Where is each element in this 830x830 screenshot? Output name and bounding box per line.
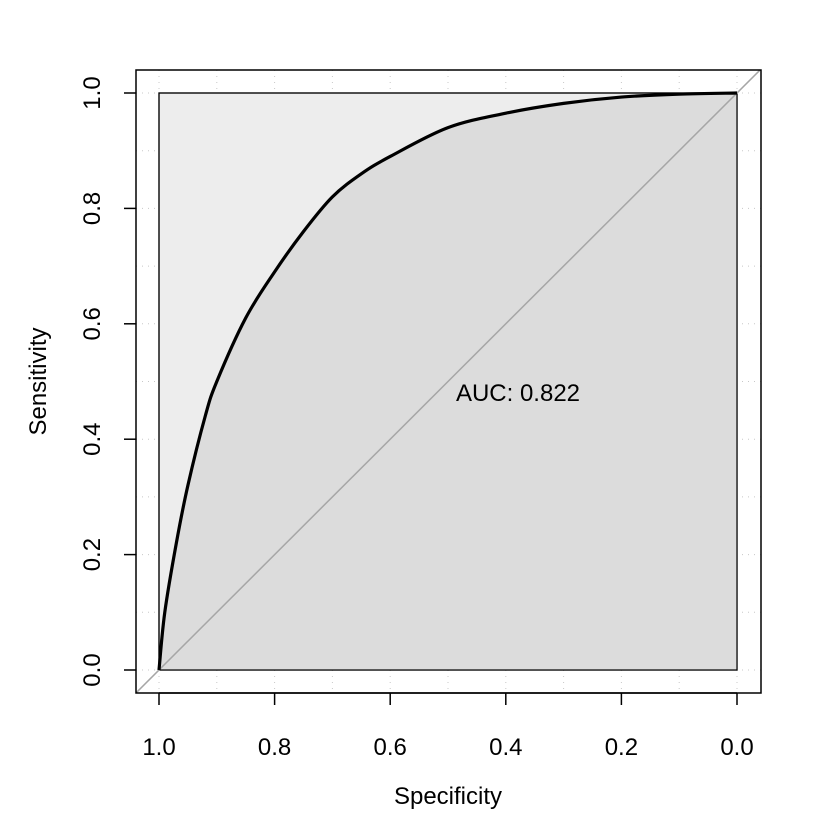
x-tick-label: 0.8 bbox=[258, 734, 291, 761]
roc-curve bbox=[157, 91, 738, 671]
y-tick-label: 0.8 bbox=[79, 192, 106, 225]
x-tick-label: 0.2 bbox=[605, 734, 638, 761]
x-tick-label: 0.6 bbox=[374, 734, 407, 761]
y-axis-title: Sensitivity bbox=[25, 327, 52, 435]
x-tick-label: 0.4 bbox=[489, 734, 522, 761]
auc-square-outline bbox=[158, 92, 738, 671]
y-tick-label: 0.4 bbox=[79, 423, 106, 456]
x-tick-label: 1.0 bbox=[142, 734, 175, 761]
y-tick-label: 0.0 bbox=[79, 653, 106, 686]
reference-diagonal bbox=[135, 69, 761, 694]
x-tick-label: 0.0 bbox=[720, 734, 753, 761]
y-tick-label: 1.0 bbox=[79, 76, 106, 109]
auc-annotation: AUC: 0.822 bbox=[456, 380, 580, 407]
axes-layer: 1.0 0.8 0.6 0.4 0.2 0.0 0.0 0.2 0.4 0.6 0.8 1.0 bbox=[79, 69, 762, 761]
y-tick-label: 0.2 bbox=[79, 538, 106, 571]
line-layer bbox=[135, 69, 761, 694]
x-axis-title: Specificity bbox=[394, 783, 502, 810]
y-tick-label: 0.6 bbox=[79, 307, 106, 340]
